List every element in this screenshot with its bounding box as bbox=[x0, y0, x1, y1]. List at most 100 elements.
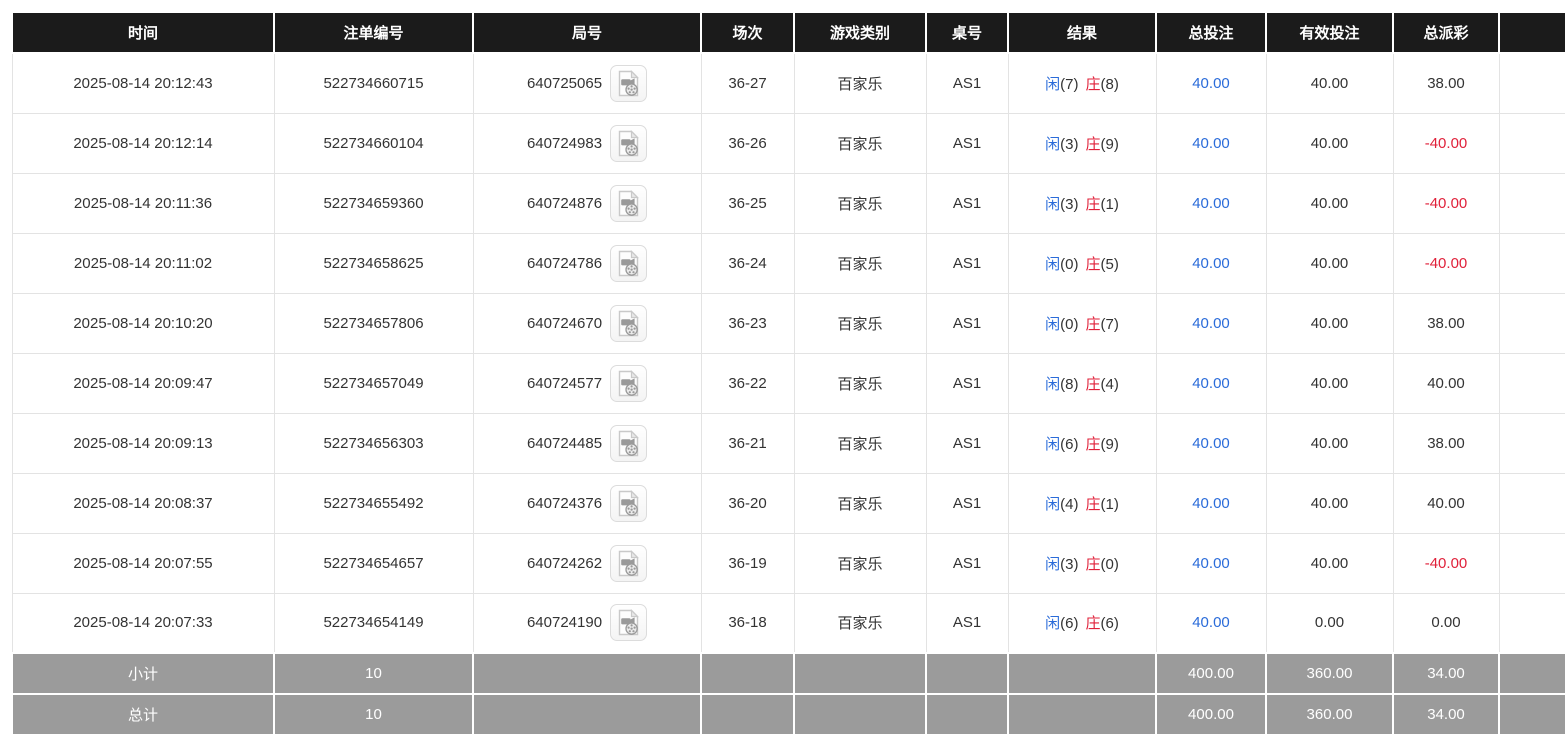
banker-result-score: (9) bbox=[1100, 435, 1119, 453]
video-replay-button[interactable] bbox=[610, 64, 648, 102]
cell-total-payout: 0.00 bbox=[1392, 592, 1500, 654]
cell-bet-id: 522734655492 bbox=[273, 472, 474, 534]
cell-game-type: 百家乐 bbox=[793, 592, 927, 654]
total-empty-cell bbox=[700, 693, 795, 736]
cell-total-bet[interactable]: 40.00 bbox=[1155, 292, 1267, 354]
cell-total-bet[interactable]: 40.00 bbox=[1155, 472, 1267, 534]
video-replay-button[interactable] bbox=[610, 244, 648, 282]
col-header-total-payout: 总派彩 bbox=[1392, 11, 1500, 54]
banker-result-score: (0) bbox=[1100, 555, 1119, 573]
cell-valid-bet: 40.00 bbox=[1265, 352, 1394, 414]
cell-valid-bet: 40.00 bbox=[1265, 292, 1394, 354]
player-result-label: 闲 bbox=[1045, 135, 1061, 153]
cell-total-bet[interactable]: 40.00 bbox=[1155, 592, 1267, 654]
cell-total-bet[interactable]: 40.00 bbox=[1155, 412, 1267, 474]
cell-total-payout: 38.00 bbox=[1392, 412, 1500, 474]
cell-total-bet[interactable]: 40.00 bbox=[1155, 232, 1267, 294]
player-result-score: (8) bbox=[1060, 375, 1079, 393]
cell-game-type: 百家乐 bbox=[793, 412, 927, 474]
cell-extra bbox=[1498, 172, 1565, 234]
cell-round-id: 640724262 bbox=[472, 532, 702, 594]
total-row: 总计 10 400.00 360.00 34.00 bbox=[11, 693, 1565, 736]
cell-total-bet[interactable]: 40.00 bbox=[1155, 112, 1267, 174]
cell-extra bbox=[1498, 232, 1565, 294]
cell-result: 闲(3) 庄(0) bbox=[1007, 532, 1157, 594]
cell-extra bbox=[1498, 292, 1565, 354]
subtotal-empty-cell bbox=[700, 652, 795, 695]
video-file-icon bbox=[617, 309, 640, 337]
video-file-icon bbox=[617, 369, 640, 397]
player-result-score: (3) bbox=[1060, 135, 1079, 153]
video-replay-button[interactable] bbox=[610, 304, 648, 342]
video-replay-button[interactable] bbox=[610, 424, 648, 462]
video-replay-button[interactable] bbox=[610, 364, 648, 402]
cell-total-payout: 40.00 bbox=[1392, 352, 1500, 414]
player-result-score: (7) bbox=[1060, 75, 1079, 93]
cell-extra bbox=[1498, 592, 1565, 654]
table-header-row: 时间 注单编号 局号 场次 游戏类别 桌号 结果 总投注 有效投注 总派彩 bbox=[11, 11, 1565, 54]
banker-result-label: 庄 bbox=[1085, 75, 1101, 93]
cell-total-payout: 40.00 bbox=[1392, 472, 1500, 534]
cell-total-bet[interactable]: 40.00 bbox=[1155, 172, 1267, 234]
video-replay-button[interactable] bbox=[610, 184, 648, 222]
subtotal-empty-cell bbox=[1498, 652, 1565, 695]
cell-result: 闲(6) 庄(9) bbox=[1007, 412, 1157, 474]
cell-bet-id: 522734658625 bbox=[273, 232, 474, 294]
table-row: 2025-08-14 20:11:02 522734658625 6407247… bbox=[11, 232, 1565, 294]
cell-time: 2025-08-14 20:12:14 bbox=[11, 112, 275, 174]
total-empty-cell bbox=[1007, 693, 1157, 736]
cell-valid-bet: 40.00 bbox=[1265, 472, 1394, 534]
banker-result-label: 庄 bbox=[1085, 195, 1101, 213]
col-header-result: 结果 bbox=[1007, 11, 1157, 54]
round-id-text: 640724376 bbox=[526, 494, 603, 512]
banker-result-score: (6) bbox=[1100, 615, 1119, 633]
cell-total-bet[interactable]: 40.00 bbox=[1155, 532, 1267, 594]
video-file-icon bbox=[617, 189, 640, 217]
cell-table-no: AS1 bbox=[925, 112, 1009, 174]
cell-valid-bet: 40.00 bbox=[1265, 532, 1394, 594]
cell-result: 闲(3) 庄(1) bbox=[1007, 172, 1157, 234]
cell-extra bbox=[1498, 412, 1565, 474]
cell-session: 36-27 bbox=[700, 52, 795, 114]
cell-extra bbox=[1498, 532, 1565, 594]
video-file-icon bbox=[617, 489, 640, 517]
subtotal-empty-cell bbox=[472, 652, 702, 695]
player-result-score: (4) bbox=[1060, 495, 1079, 513]
cell-time: 2025-08-14 20:07:33 bbox=[11, 592, 275, 654]
cell-bet-id: 522734654149 bbox=[273, 592, 474, 654]
video-replay-button[interactable] bbox=[610, 124, 648, 162]
total-total-bet: 400.00 bbox=[1155, 693, 1267, 736]
cell-result: 闲(4) 庄(1) bbox=[1007, 472, 1157, 534]
col-header-extra bbox=[1498, 11, 1565, 54]
video-replay-button[interactable] bbox=[610, 484, 648, 522]
table-row: 2025-08-14 20:10:20 522734657806 6407246… bbox=[11, 292, 1565, 354]
player-result-label: 闲 bbox=[1045, 435, 1061, 453]
cell-total-payout: -40.00 bbox=[1392, 532, 1500, 594]
video-replay-button[interactable] bbox=[610, 604, 648, 642]
player-result-label: 闲 bbox=[1045, 615, 1061, 633]
subtotal-row: 小计 10 400.00 360.00 34.00 bbox=[11, 652, 1565, 695]
cell-total-bet[interactable]: 40.00 bbox=[1155, 52, 1267, 114]
table-row: 2025-08-14 20:08:37 522734655492 6407243… bbox=[11, 472, 1565, 534]
cell-valid-bet: 40.00 bbox=[1265, 412, 1394, 474]
player-result-score: (0) bbox=[1060, 315, 1079, 333]
cell-valid-bet: 40.00 bbox=[1265, 172, 1394, 234]
table-row: 2025-08-14 20:11:36 522734659360 6407248… bbox=[11, 172, 1565, 234]
round-id-text: 640724190 bbox=[526, 614, 603, 632]
round-id-text: 640724577 bbox=[526, 374, 603, 392]
total-label: 总计 bbox=[11, 693, 275, 736]
col-header-total-bet: 总投注 bbox=[1155, 11, 1267, 54]
total-empty-cell bbox=[472, 693, 702, 736]
video-replay-button[interactable] bbox=[610, 544, 648, 582]
banker-result-label: 庄 bbox=[1085, 375, 1101, 393]
banker-result-score: (7) bbox=[1100, 315, 1119, 333]
cell-result: 闲(0) 庄(5) bbox=[1007, 232, 1157, 294]
cell-total-bet[interactable]: 40.00 bbox=[1155, 352, 1267, 414]
cell-time: 2025-08-14 20:11:02 bbox=[11, 232, 275, 294]
banker-result-score: (8) bbox=[1100, 75, 1119, 93]
col-header-round-id: 局号 bbox=[472, 11, 702, 54]
video-file-icon bbox=[617, 609, 640, 636]
video-file-icon bbox=[617, 129, 640, 157]
cell-table-no: AS1 bbox=[925, 352, 1009, 414]
cell-round-id: 640725065 bbox=[472, 52, 702, 114]
